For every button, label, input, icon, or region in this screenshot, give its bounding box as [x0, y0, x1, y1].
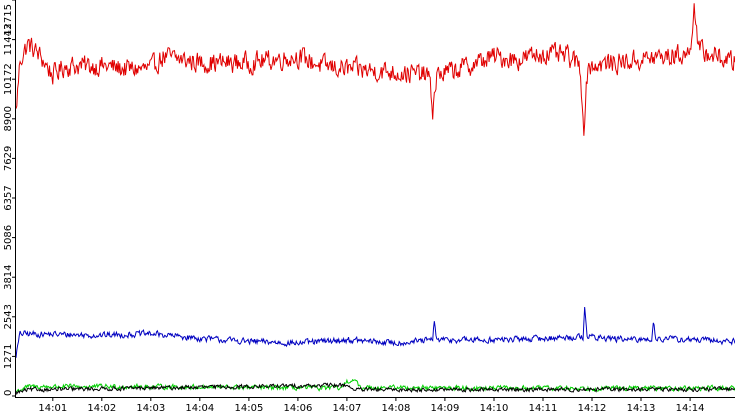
x-tick-label: 14:01: [38, 403, 67, 414]
x-tick-label: 14:08: [381, 403, 410, 414]
x-tick-label: 14:07: [332, 403, 361, 414]
y-tick-label: 12715: [3, 4, 14, 36]
x-tick-label: 14:03: [136, 403, 165, 414]
x-tick-label: 14:09: [430, 403, 459, 414]
x-tick-label: 14:04: [185, 403, 214, 414]
series-line-1: [15, 3, 735, 136]
x-tick-label: 14:10: [480, 403, 509, 414]
y-tick-label: 5086: [3, 225, 14, 250]
x-tick-label: 14:14: [676, 403, 705, 414]
y-tick-label: 8900: [3, 106, 14, 131]
y-tick-label: 0: [3, 390, 14, 396]
y-tick-label: 3814: [3, 264, 14, 289]
y-ticks: 0 1271 2543 3814 5086 6357 7629 8900 10172 114431…: [3, 0, 16, 397]
y-tick-label: 1271: [3, 344, 14, 369]
x-tick-label: 14:12: [578, 403, 607, 414]
series-line-2: [15, 306, 735, 358]
series-layer: [15, 3, 735, 396]
y-tick-label: 10172: [3, 63, 14, 95]
x-tick-label: 14:13: [627, 403, 656, 414]
y-tick-label: 11443: [3, 24, 14, 56]
x-tick-label: 14:05: [234, 403, 263, 414]
x-ticks: 14:01 14:02 14:03 14:04 14:05 14:06 14:07 14:08…: [38, 397, 705, 414]
x-tick-label: 14:11: [529, 403, 558, 414]
x-tick-label: 14:02: [87, 403, 116, 414]
x-tick-label: 14:06: [283, 403, 312, 414]
y-tick-label: 2543: [3, 304, 14, 329]
series-line-4: [15, 382, 735, 396]
y-tick-label: 6357: [3, 185, 14, 210]
y-tick-label: 7629: [3, 146, 14, 171]
